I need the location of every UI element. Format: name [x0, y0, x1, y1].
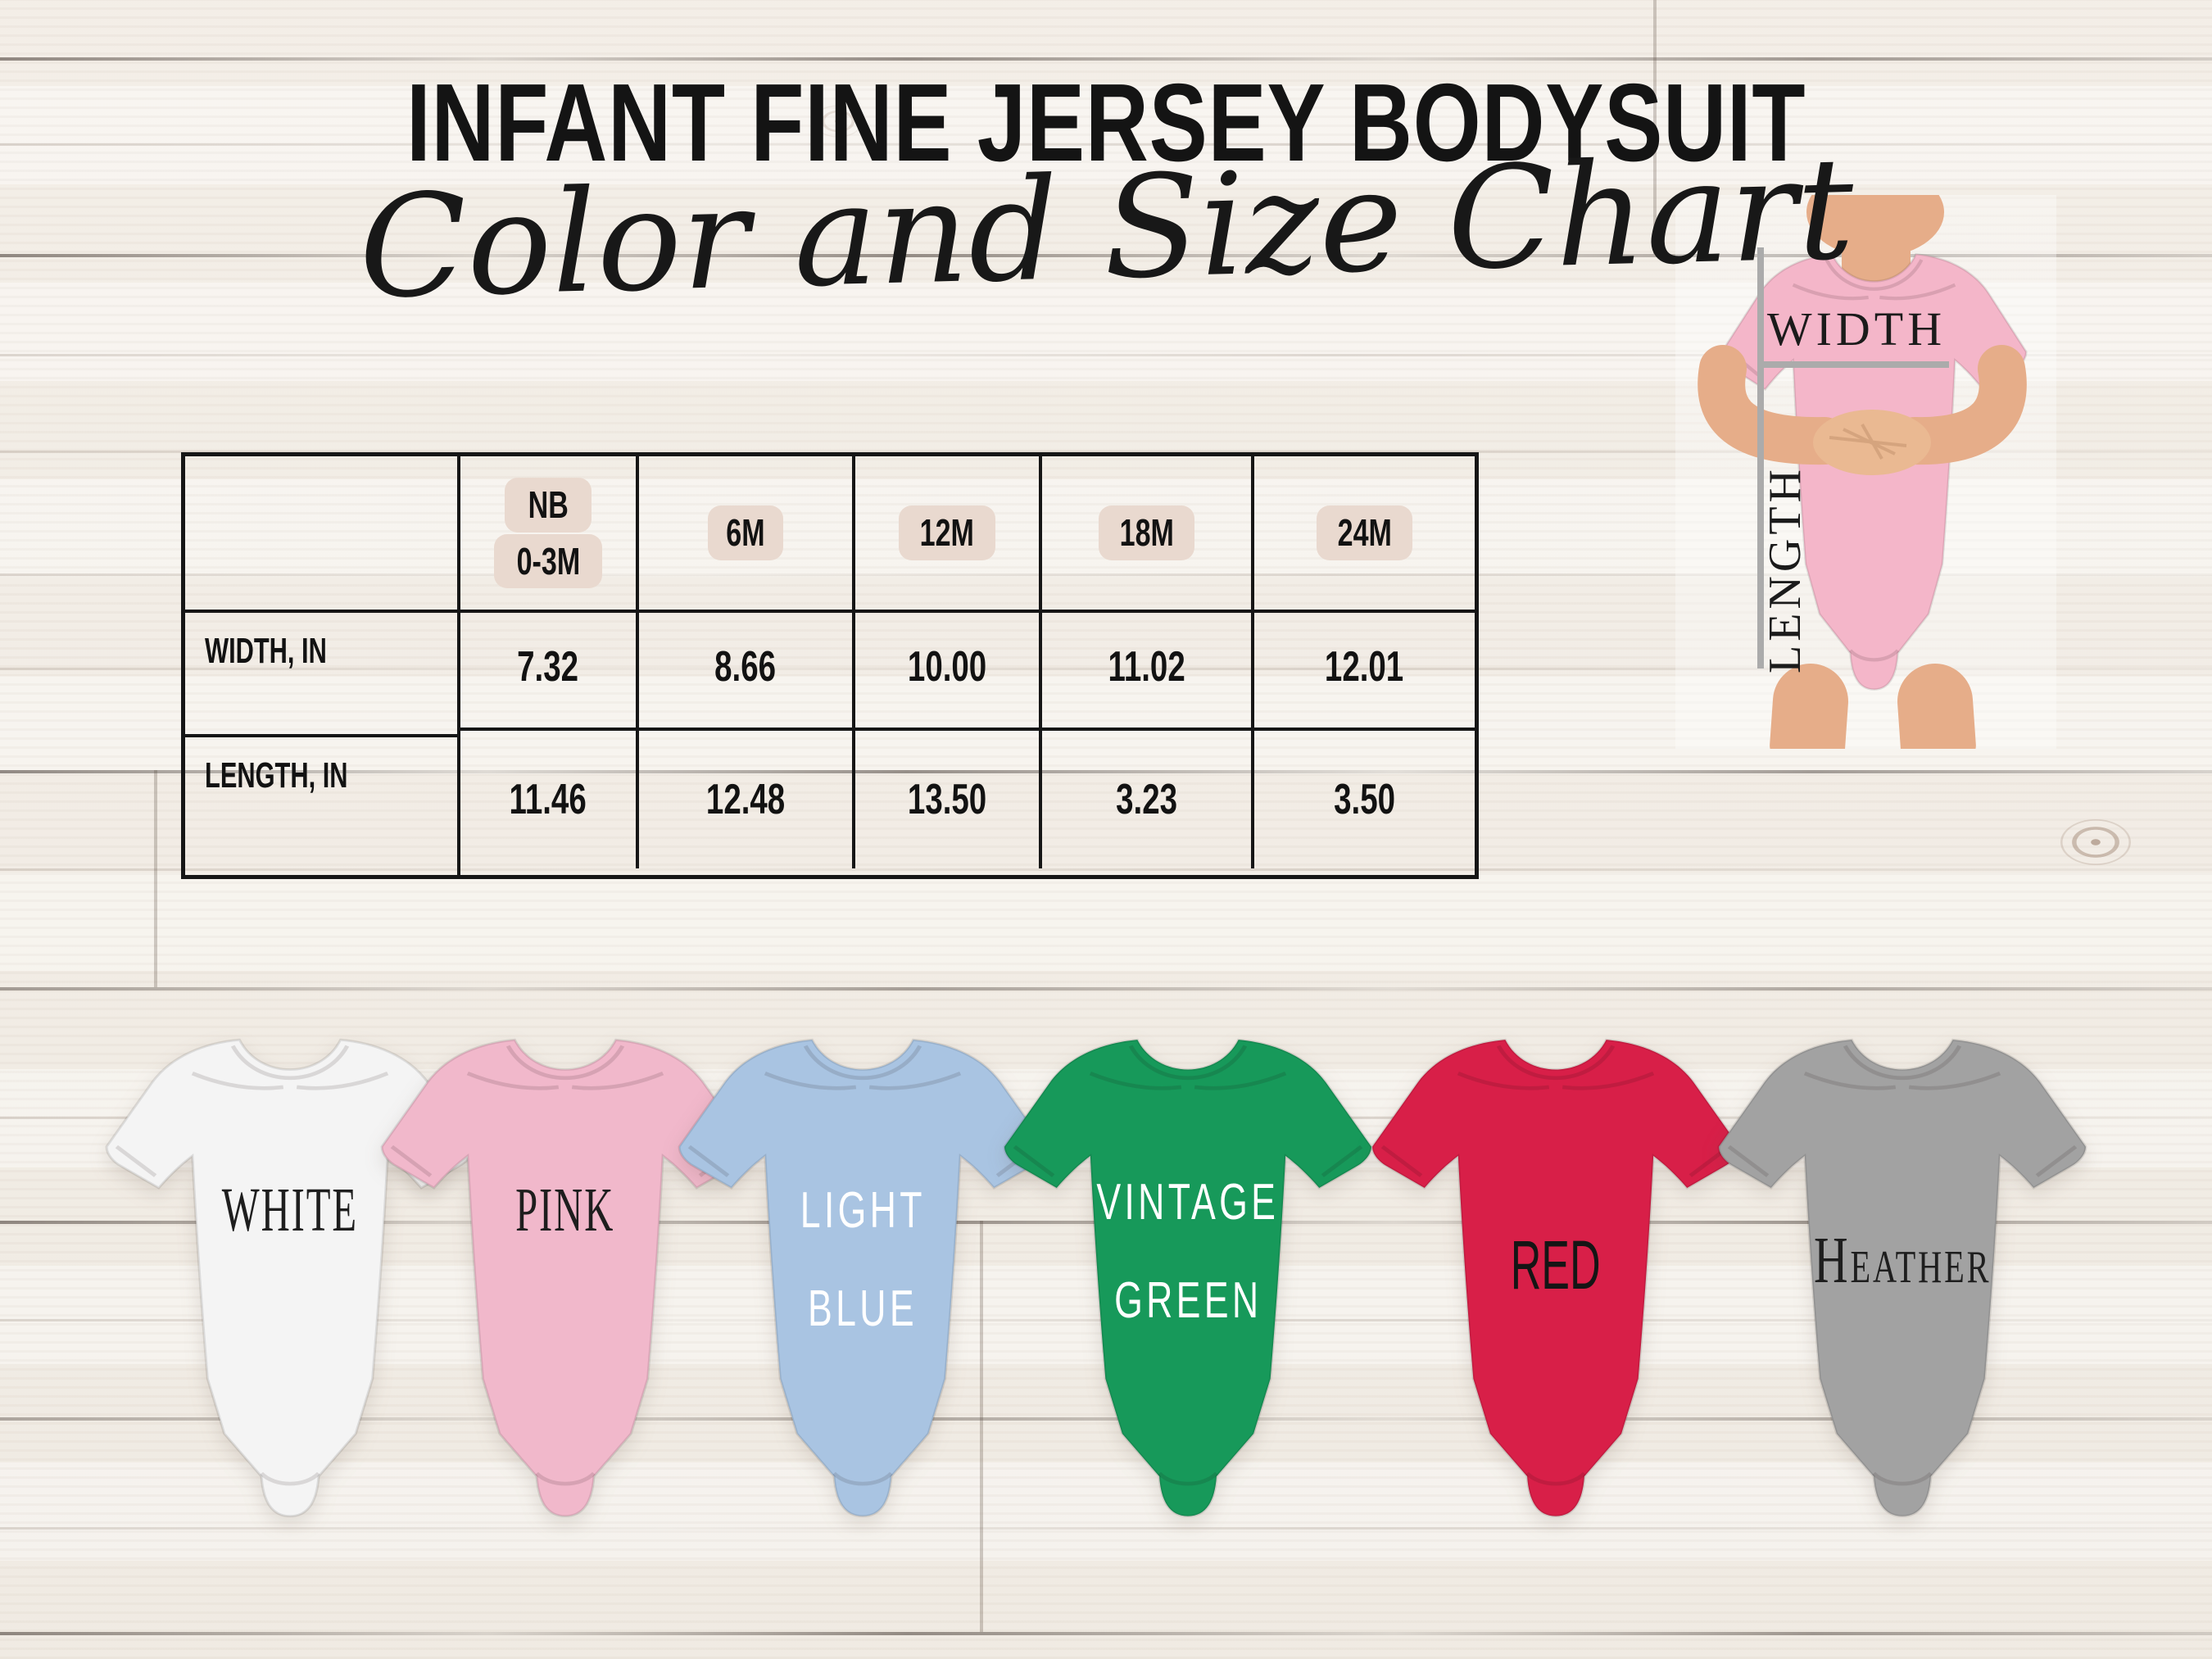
row-header-length: LENGTH, IN — [185, 737, 460, 875]
wood-joint — [980, 1221, 983, 1632]
size-badge: NB — [528, 483, 569, 526]
wood-gap — [0, 354, 2212, 356]
column-header-nb-0-3m: NB 0-3M — [460, 456, 639, 613]
column-header-18m: 18M — [1042, 456, 1254, 613]
table-cell-width-18m: 11.02 — [1042, 606, 1254, 731]
swatch-label-pink: PINK — [515, 1176, 615, 1244]
table-cell-length-6m: 12.48 — [639, 731, 855, 868]
size-badge: 6M — [726, 511, 765, 555]
wood-knot — [813, 105, 863, 138]
table-cell-width-nb: 7.32 — [460, 606, 639, 731]
wood-gap — [0, 868, 2212, 871]
wood-seam — [0, 254, 2212, 257]
table-cell-width-24m: 12.01 — [1254, 606, 1475, 731]
size-chart-table: NB 0-3M 6M 12M 18M 24M WIDTH, IN 7.32 8.… — [181, 452, 1479, 879]
wood-gap — [0, 451, 2212, 453]
size-badge: 18M — [1119, 511, 1174, 555]
table-cell-width-12m: 10.00 — [855, 606, 1042, 731]
size-badge: 0-3M — [516, 539, 580, 582]
row-header-width: WIDTH, IN — [185, 613, 460, 737]
swatch-label-vintage-green: VINTAGE GREEN — [1096, 1174, 1280, 1329]
table-cell-length-18m: 3.23 — [1042, 731, 1254, 868]
wood-joint — [1653, 0, 1657, 254]
swatch-label-red: RED — [1511, 1226, 1601, 1303]
swatch-bodysuit-pink: PINK — [380, 1031, 750, 1534]
swatch-bodysuit-heather: Heather — [1717, 1031, 2087, 1534]
column-header-12m: 12M — [855, 456, 1042, 613]
wood-gap — [0, 1527, 2212, 1530]
page-title: INFANT FINE JERSEY BODYSUIT — [406, 61, 1806, 184]
swatch-label-white: WHITE — [221, 1176, 359, 1244]
wood-seam — [0, 1632, 2212, 1635]
column-header-6m: 6M — [639, 456, 855, 613]
table-corner-cell — [185, 456, 460, 613]
wood-knot — [2060, 819, 2131, 865]
swatch-bodysuit-light-blue: LIGHT BLUE — [678, 1031, 1048, 1534]
size-badge: 12M — [919, 511, 975, 555]
swatch-bodysuit-white: WHITE — [105, 1031, 475, 1534]
header: INFANT FINE JERSEY BODYSUIT — [0, 59, 2212, 186]
width-measure-label: WIDTH — [1766, 302, 1947, 356]
size-badge: 24M — [1337, 511, 1392, 555]
wood-gap — [0, 668, 2212, 670]
wood-seam — [0, 1417, 2212, 1421]
table-cell-length-12m: 13.50 — [855, 731, 1042, 868]
table-cell-width-6m: 8.66 — [639, 606, 855, 731]
subheader: Color and Size Chart — [0, 126, 2212, 330]
page-subtitle: Color and Size Chart — [356, 126, 1856, 330]
table-cell-length-24m: 3.50 — [1334, 776, 1395, 823]
swatch-label-heather: Heather — [1813, 1225, 1992, 1297]
wood-gap — [0, 143, 2212, 146]
swatch-label-light-blue: LIGHT BLUE — [800, 1182, 926, 1337]
swatch-bodysuit-red: RED — [1371, 1031, 1741, 1534]
wood-joint — [154, 770, 157, 987]
length-measure-line — [1757, 247, 1764, 669]
measurement-diagram-photo: WIDTH LENGTH — [1675, 195, 2056, 749]
wood-seam — [0, 987, 2212, 990]
table-cell-length-nb: 11.46 — [460, 731, 639, 868]
baby-arms — [1698, 345, 2027, 475]
wood-seam — [0, 770, 2212, 773]
wood-gap — [0, 573, 2212, 576]
column-header-24m: 24M — [1254, 456, 1475, 613]
length-measure-label: LENGTH — [1760, 465, 1811, 673]
wood-seam — [0, 57, 2212, 61]
swatch-bodysuit-vintage-green: VINTAGE GREEN — [1003, 1031, 1373, 1534]
width-measure-line — [1757, 361, 1949, 368]
